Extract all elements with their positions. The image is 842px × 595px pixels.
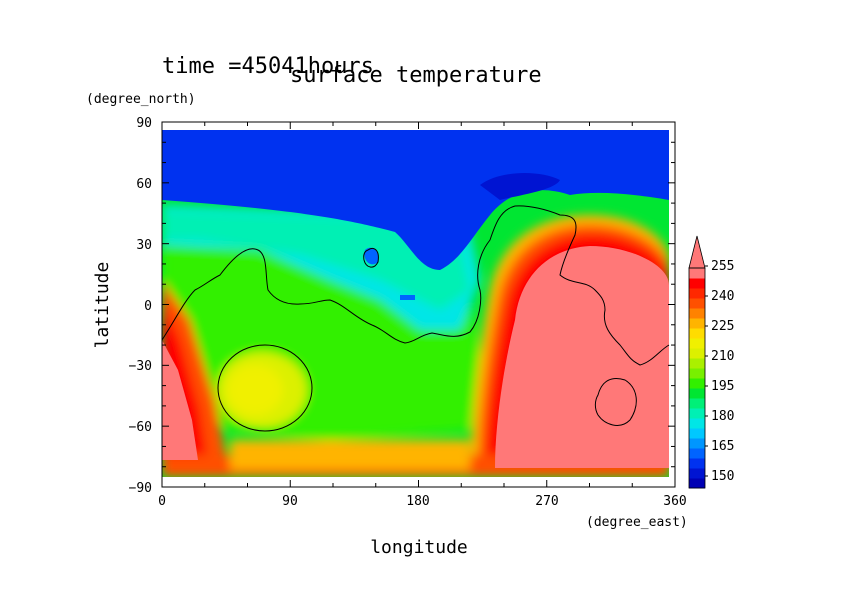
colorbar-tick-label: 225 — [711, 319, 734, 334]
x-tick-labels: 0 90 180 270 360 — [158, 494, 687, 509]
colorbar-swatch — [689, 418, 705, 429]
y-axis-label: latitude — [92, 262, 113, 349]
y-tick-label: −30 — [129, 359, 152, 374]
colorbar-tick-label: 165 — [711, 439, 734, 454]
y-unit-label: (degree_north) — [86, 92, 196, 107]
x-tick-label: 270 — [535, 494, 558, 509]
x-axis-label: longitude — [370, 537, 468, 558]
colorbar-swatch — [689, 278, 705, 289]
x-unit-label: (degree_east) — [586, 515, 688, 530]
colorbar-swatch — [689, 338, 705, 349]
colorbar-tick-label: 150 — [711, 469, 734, 484]
colorbar-swatch — [689, 478, 705, 489]
colorbar-tick-label: 255 — [711, 259, 734, 274]
colorbar-swatch — [689, 378, 705, 389]
colorbar-tick-label: 240 — [711, 289, 734, 304]
colorbar-swatch — [689, 298, 705, 309]
x-tick-label: 0 — [158, 494, 166, 509]
y-tick-label: −60 — [129, 420, 152, 435]
time-label: time =45041hours — [162, 54, 374, 79]
y-tick-label: 0 — [144, 299, 152, 314]
colorbar-swatch — [689, 408, 705, 419]
colorbar-swatch — [689, 348, 705, 359]
colorbar-swatch — [689, 358, 705, 369]
colorbar-swatch — [689, 468, 705, 479]
chart-title: surface temperature — [290, 63, 542, 88]
y-tick-labels: 90 60 30 0 −30 −60 −90 — [129, 116, 152, 496]
colorbar-swatch — [689, 438, 705, 449]
x-tick-label: 90 — [282, 494, 298, 509]
colorbar-swatch — [689, 318, 705, 329]
colorbar-tick-label: 195 — [711, 379, 734, 394]
colorbar-swatch — [689, 388, 705, 399]
colorbar-swatch — [689, 308, 705, 319]
contour-lines — [161, 205, 670, 432]
colorbar-swatch — [689, 398, 705, 409]
colorbar-frame — [688, 267, 706, 489]
colorbar-swatch — [689, 448, 705, 459]
colorbar-swatch — [689, 428, 705, 439]
axis-ticks — [161, 121, 676, 488]
colorbar-swatch — [689, 458, 705, 469]
colorbar-swatch — [689, 328, 705, 339]
y-tick-label: 60 — [136, 177, 152, 192]
colorbar-labels: 150 165 180 195 210 225 240 255 — [705, 259, 734, 484]
colorbar-swatch — [689, 368, 705, 379]
x-tick-label: 180 — [406, 494, 429, 509]
colorbar-swatch — [689, 288, 705, 299]
colorbar — [688, 235, 706, 489]
colorbar-extend-arrow — [688, 235, 706, 269]
x-tick-label: 360 — [663, 494, 686, 509]
colorbar-swatch — [689, 268, 705, 279]
colorbar-tick-label: 210 — [711, 349, 734, 364]
colorbar-tick-label: 180 — [711, 409, 734, 424]
y-tick-label: −90 — [129, 481, 152, 496]
y-tick-label: 90 — [136, 116, 152, 131]
y-tick-label: 30 — [136, 238, 152, 253]
temperature-field — [162, 130, 669, 477]
